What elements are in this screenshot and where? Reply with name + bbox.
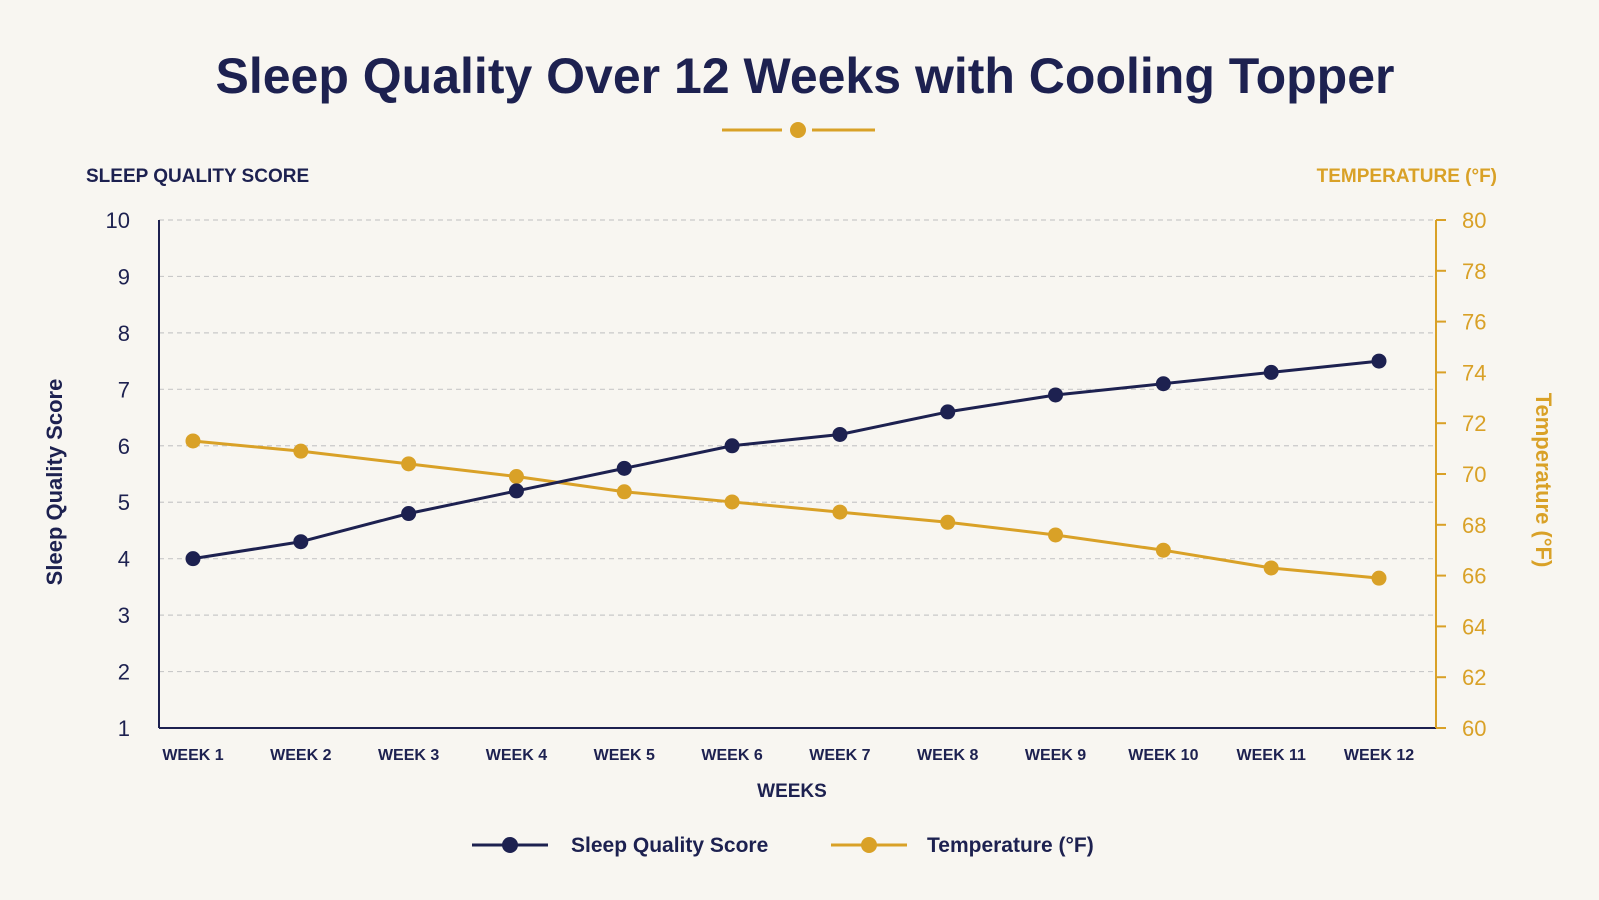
legend-item-temperature[interactable]: Temperature (°F) (831, 834, 1094, 857)
x-tick-label: WEEK 11 (1237, 747, 1306, 764)
data-point-temperature[interactable] (1263, 560, 1279, 576)
data-point-temperature[interactable] (616, 484, 632, 500)
data-point-temperature[interactable] (1048, 527, 1064, 543)
left-tick-label: 7 (118, 377, 130, 402)
data-point-sleep-quality[interactable] (1155, 376, 1171, 392)
data-point-temperature[interactable] (401, 456, 417, 472)
data-point-sleep-quality[interactable] (293, 534, 309, 550)
x-tick-label: WEEK 2 (270, 747, 331, 764)
legend-label-temperature: Temperature (°F) (927, 834, 1094, 857)
data-point-sleep-quality[interactable] (724, 438, 740, 454)
x-tick-label: WEEK 6 (701, 747, 762, 764)
right-tick-label: 60 (1462, 716, 1486, 741)
right-axis-ticks: 60 62 64 66 68 70 72 74 76 78 80 (1436, 208, 1486, 741)
x-tick-label: WEEK 8 (917, 747, 978, 764)
right-tick-label: 76 (1462, 310, 1486, 335)
data-point-temperature[interactable] (832, 504, 848, 520)
right-tick-label: 74 (1462, 360, 1486, 385)
left-tick-label: 10 (106, 208, 130, 233)
legend: Sleep Quality Score Temperature (°F) (472, 834, 1094, 857)
legend-marker-temperature (861, 837, 877, 853)
right-tick-label: 72 (1462, 411, 1486, 436)
right-tick-label: 68 (1462, 513, 1486, 538)
left-axis-title: Sleep Quality Score (42, 379, 67, 586)
right-axis-title: Temperature (°F) (1531, 393, 1556, 568)
chart-title: Sleep Quality Over 12 Weeks with Cooling… (216, 48, 1395, 104)
right-tick-label: 66 (1462, 564, 1486, 589)
x-tick-label: WEEK 12 (1344, 747, 1414, 764)
data-point-temperature[interactable] (940, 514, 956, 530)
left-tick-label: 5 (118, 490, 130, 515)
left-tick-label: 1 (118, 716, 130, 741)
grid-lines (159, 219, 1436, 673)
left-tick-label: 3 (118, 603, 130, 628)
x-tick-label: WEEK 9 (1025, 747, 1086, 764)
left-axis-ticks: 1 2 3 4 5 6 7 8 9 10 (106, 208, 130, 741)
data-point-sleep-quality[interactable] (401, 506, 417, 522)
x-tick-label: WEEK 10 (1128, 747, 1198, 764)
data-point-temperature[interactable] (293, 443, 309, 459)
x-tick-label: WEEK 5 (594, 747, 655, 764)
right-tick-label: 64 (1462, 614, 1486, 639)
x-axis-ticks: WEEK 1 WEEK 2 WEEK 3 WEEK 4 WEEK 5 WEEK 6 WEEK… (162, 747, 1414, 764)
series-temperature (185, 433, 1387, 586)
left-tick-label: 8 (118, 321, 130, 346)
x-tick-label: WEEK 1 (162, 747, 223, 764)
legend-item-sleep-quality[interactable]: Sleep Quality Score (472, 834, 768, 857)
x-tick-label: WEEK 3 (378, 747, 439, 764)
data-point-sleep-quality[interactable] (1048, 387, 1064, 403)
data-point-sleep-quality[interactable] (616, 460, 632, 476)
series-sleep-quality (185, 353, 1387, 567)
x-axis-title: WEEKS (757, 781, 827, 802)
data-point-sleep-quality[interactable] (832, 426, 848, 442)
data-point-sleep-quality[interactable] (1371, 353, 1387, 369)
data-point-temperature[interactable] (1371, 570, 1387, 586)
data-point-temperature[interactable] (1155, 542, 1171, 558)
left-tick-label: 4 (118, 547, 130, 572)
right-tick-label: 80 (1462, 208, 1486, 233)
x-tick-label: WEEK 4 (486, 747, 547, 764)
right-tick-label: 78 (1462, 259, 1486, 284)
x-tick-label: WEEK 7 (809, 747, 870, 764)
data-point-sleep-quality[interactable] (1263, 364, 1279, 380)
series-line-temperature (192, 439, 1380, 580)
left-axis-header: SLEEP QUALITY SCORE (86, 166, 309, 187)
series-line-sleep-quality (192, 359, 1380, 561)
data-point-sleep-quality[interactable] (185, 551, 201, 567)
series-layer (185, 353, 1387, 586)
legend-marker-sleep-quality (502, 837, 518, 853)
data-point-sleep-quality[interactable] (940, 404, 956, 420)
right-tick-label: 70 (1462, 462, 1486, 487)
left-tick-label: 2 (118, 660, 130, 685)
left-tick-label: 6 (118, 434, 130, 459)
right-axis-header: TEMPERATURE (°F) (1317, 166, 1497, 187)
right-tick-label: 62 (1462, 665, 1486, 690)
data-point-temperature[interactable] (508, 469, 524, 485)
title-ornament (722, 122, 875, 138)
data-point-temperature[interactable] (724, 494, 740, 510)
left-tick-label: 9 (118, 264, 130, 289)
data-point-temperature[interactable] (185, 433, 201, 449)
legend-label-sleep-quality: Sleep Quality Score (571, 834, 768, 857)
data-point-sleep-quality[interactable] (508, 483, 524, 499)
